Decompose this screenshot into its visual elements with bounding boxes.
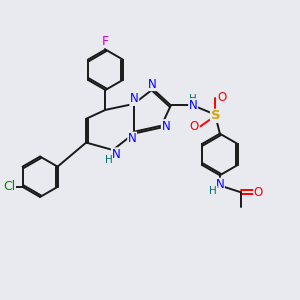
Text: O: O [189,120,199,133]
Text: F: F [102,35,109,48]
Text: O: O [217,92,226,104]
Text: N: N [215,178,224,191]
Text: N: N [189,99,197,112]
Text: H: H [189,94,197,104]
Text: H: H [209,186,217,196]
Text: S: S [211,109,220,122]
Text: N: N [161,120,170,133]
Text: N: N [148,77,157,91]
Text: N: N [130,92,139,105]
Text: O: O [254,186,263,199]
Text: N: N [112,148,120,161]
Text: N: N [128,132,136,145]
Text: Cl: Cl [3,180,15,194]
Text: H: H [104,155,112,165]
